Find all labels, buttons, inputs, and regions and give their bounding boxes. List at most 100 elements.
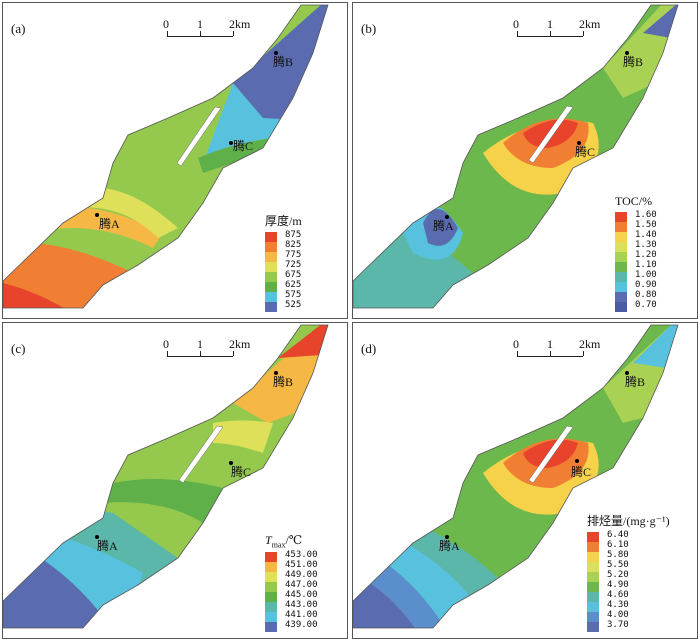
scale-label-0: 0	[163, 17, 169, 31]
legend-swatch	[587, 552, 599, 562]
legend-item: 6.40	[585, 530, 691, 542]
legend-item: 447.00	[263, 580, 341, 592]
legend-label: 5.80	[607, 550, 629, 560]
legend-item: 775	[263, 250, 341, 262]
legend-item: 625	[263, 280, 341, 292]
panel-d-expulsion-map: (d) 0 1 2km 腾A 腾B 腾C 排烃量/(mg·g⁻¹) 6.40 6.…	[352, 322, 698, 639]
legend-swatch	[615, 252, 627, 262]
legend-item: 443.00	[263, 600, 341, 612]
legend-label: 775	[285, 250, 302, 260]
legend-swatch	[615, 222, 627, 232]
scale-label-0: 0	[513, 337, 519, 351]
legend-swatch	[587, 592, 599, 602]
legend-label: 1.40	[635, 230, 657, 240]
legend-item: 1.00	[613, 270, 691, 282]
legend-label: 439.00	[285, 620, 318, 630]
legend-swatch	[265, 232, 277, 242]
legend-item: 1.60	[613, 210, 691, 222]
legend-item: 3.70	[585, 620, 691, 632]
legend-label: 1.10	[635, 260, 657, 270]
legend-label: 3.70	[607, 620, 629, 630]
scale-bar: 0 1 2km	[163, 337, 253, 359]
well-label-a: 腾A	[99, 217, 120, 231]
legend-label: 825	[285, 240, 302, 250]
legend-item: 675	[263, 270, 341, 282]
legend-label: 875	[285, 230, 302, 240]
legend-swatch	[615, 212, 627, 222]
legend-label: 0.70	[635, 300, 657, 310]
legend-swatch	[265, 612, 277, 622]
well-label-c: 腾C	[575, 145, 596, 159]
legend-swatch	[587, 542, 599, 552]
legend-item: 5.20	[585, 570, 691, 582]
legend-item: 1.20	[613, 250, 691, 262]
scale-label-0: 0	[163, 337, 169, 351]
legend-swatch	[265, 552, 277, 562]
well-label-b: 腾B	[623, 55, 644, 69]
well-label-b: 腾B	[625, 375, 646, 389]
legend: TOC/% 1.60 1.50 1.40 1.30 1.20 1.10 1.00 0.90 0.…	[613, 194, 691, 312]
legend-item: 5.50	[585, 560, 691, 572]
well-label-b: 腾B	[273, 375, 294, 389]
legend-label: 4.30	[607, 600, 629, 610]
legend: Tmax/℃ 453.00 451.00 449.00 447.00 445.00 443…	[263, 533, 341, 632]
legend-swatch	[265, 282, 277, 292]
legend-item: 4.60	[585, 590, 691, 602]
panel-a-thickness-map: (a) 0 1 2km 腾A 腾B 腾C 厚度/m 875 825 775 725 67…	[2, 2, 348, 319]
scale-label-2: 2km	[579, 337, 601, 351]
legend-rows: 6.40 6.10 5.80 5.50 5.20 4.90 4.60 4.30 4.00 3.70	[585, 530, 691, 632]
legend-item: 439.00	[263, 620, 341, 632]
legend-label: 447.00	[285, 580, 318, 590]
legend-swatch	[615, 292, 627, 302]
panel-c-tmax-map: (c) 0 1 2km 腾A 腾B 腾C Tmax/℃ 453.00 451.00…	[2, 322, 348, 639]
tmax-map-shapes	[3, 324, 329, 629]
legend-label: 525	[285, 300, 302, 310]
legend-swatch	[587, 562, 599, 572]
legend-swatch	[615, 262, 627, 272]
legend-swatch	[615, 242, 627, 252]
scale-label-1: 1	[547, 337, 553, 351]
legend-label: 6.10	[607, 540, 629, 550]
panel-label: (a)	[11, 21, 26, 36]
legend-label: 1.30	[635, 240, 657, 250]
legend-label: 1.50	[635, 220, 657, 230]
legend-label: 445.00	[285, 590, 318, 600]
legend-item: 0.70	[613, 300, 691, 312]
legend-title: 厚度/m	[265, 214, 302, 228]
legend-swatch	[265, 262, 277, 272]
legend-swatch	[265, 572, 277, 582]
legend-item: 4.00	[585, 610, 691, 622]
legend-swatch	[587, 622, 599, 632]
legend-item: 825	[263, 240, 341, 252]
legend-swatch	[587, 612, 599, 622]
expulsion-map-shapes	[353, 324, 679, 629]
legend: 厚度/m 875 825 775 725 675 625 575 525	[263, 212, 341, 312]
well-label-a: 腾A	[439, 539, 460, 553]
legend-label: 443.00	[285, 600, 318, 610]
legend-label: 441.00	[285, 610, 318, 620]
legend-swatch	[265, 562, 277, 572]
scale-bar: 0 1 2km	[163, 17, 253, 39]
legend-swatch	[265, 272, 277, 282]
legend-label: 4.90	[607, 580, 629, 590]
panel-label: (b)	[361, 21, 377, 36]
well-label-b: 腾B	[273, 55, 294, 69]
legend-item: 0.90	[613, 280, 691, 292]
panel-b-toc-map: (b) 0 1 2km 腾A 腾B 腾C TOC/% 1.60 1.50 1.40 1…	[352, 2, 698, 319]
legend-item: 1.40	[613, 230, 691, 242]
scale-bar: 0 1 2km	[513, 337, 603, 359]
legend-label: 625	[285, 280, 302, 290]
scale-label-1: 1	[197, 17, 203, 31]
legend-label: 1.00	[635, 270, 657, 280]
legend-label: 451.00	[285, 560, 318, 570]
legend-swatch	[615, 282, 627, 292]
legend-swatch	[265, 622, 277, 632]
legend-title: TOC/%	[615, 194, 653, 208]
legend-swatch	[587, 602, 599, 612]
legend-swatch	[265, 592, 277, 602]
legend-label: 5.50	[607, 560, 629, 570]
well-label-c: 腾C	[231, 465, 252, 479]
legend-label: 4.60	[607, 590, 629, 600]
legend-label: 5.20	[607, 570, 629, 580]
legend-swatch	[265, 292, 277, 302]
